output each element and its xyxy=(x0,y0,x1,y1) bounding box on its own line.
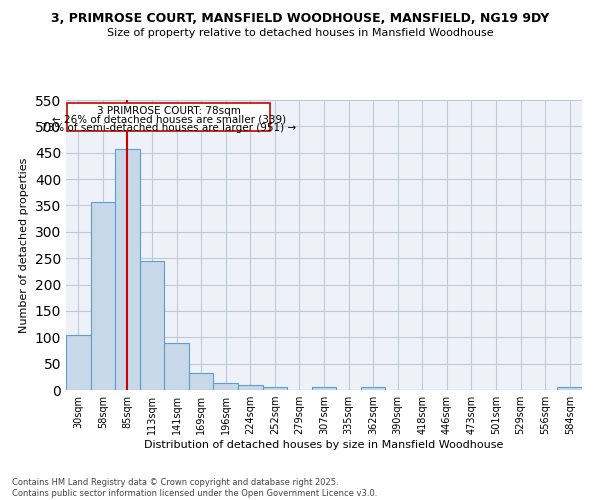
Bar xyxy=(140,261,164,390)
Text: Contains HM Land Registry data © Crown copyright and database right 2025.
Contai: Contains HM Land Registry data © Crown c… xyxy=(12,478,377,498)
Text: 73% of semi-detached houses are larger (951) →: 73% of semi-detached houses are larger (… xyxy=(41,122,296,132)
Bar xyxy=(557,388,582,390)
Bar xyxy=(164,342,189,390)
Text: 3 PRIMROSE COURT: 78sqm: 3 PRIMROSE COURT: 78sqm xyxy=(97,106,241,116)
Bar xyxy=(115,149,140,390)
Bar xyxy=(238,386,263,390)
Y-axis label: Number of detached properties: Number of detached properties xyxy=(19,158,29,332)
Bar xyxy=(214,383,238,390)
Text: 3, PRIMROSE COURT, MANSFIELD WOODHOUSE, MANSFIELD, NG19 9DY: 3, PRIMROSE COURT, MANSFIELD WOODHOUSE, … xyxy=(51,12,549,26)
Text: ← 26% of detached houses are smaller (339): ← 26% of detached houses are smaller (33… xyxy=(52,114,286,124)
Bar xyxy=(66,334,91,390)
Bar xyxy=(312,388,336,390)
Bar xyxy=(189,373,214,390)
Bar xyxy=(91,202,115,390)
FancyBboxPatch shape xyxy=(67,102,270,130)
Bar xyxy=(361,387,385,390)
Bar xyxy=(263,387,287,390)
Text: Size of property relative to detached houses in Mansfield Woodhouse: Size of property relative to detached ho… xyxy=(107,28,493,38)
X-axis label: Distribution of detached houses by size in Mansfield Woodhouse: Distribution of detached houses by size … xyxy=(145,440,503,450)
